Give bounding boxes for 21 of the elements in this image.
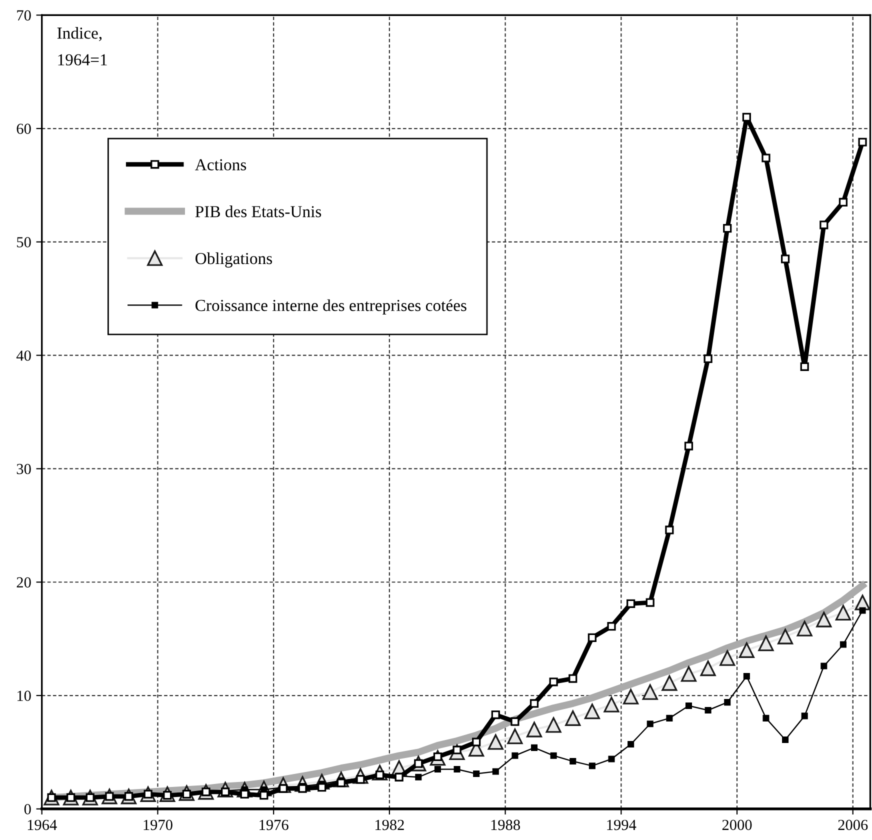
x-tick-label: 1982 — [376, 820, 404, 830]
y-tick-label: 10 — [18, 690, 31, 701]
x-tick-label: 1964 — [28, 820, 57, 830]
x-tick-label: 1976 — [260, 820, 288, 830]
y-tick-label: 50 — [17, 237, 31, 248]
x-tick-label: 1970 — [144, 820, 172, 830]
x-tick-label: 1994 — [607, 820, 636, 830]
y-tick-label: 40 — [16, 350, 31, 361]
y-tick-label: 60 — [16, 124, 31, 134]
x-tick-label: 2006 — [838, 820, 868, 830]
legend-label: Croissance interne des entreprises cotées — [196, 299, 466, 314]
y-tick-label: 20 — [16, 577, 31, 588]
legend-label: PIB des Etats-Unis — [195, 206, 322, 218]
legend-label: Obligations — [196, 252, 272, 268]
x-tick-label: 2000 — [722, 820, 752, 830]
legend-label: Actions — [195, 159, 246, 170]
annotation: Indice, 1964=1 — [57, 27, 107, 66]
y-tick-label: 0 — [24, 804, 31, 814]
x-tick-label: 1988 — [491, 820, 520, 830]
y-tick-label: 70 — [17, 10, 31, 21]
y-tick-label: 30 — [16, 464, 31, 474]
